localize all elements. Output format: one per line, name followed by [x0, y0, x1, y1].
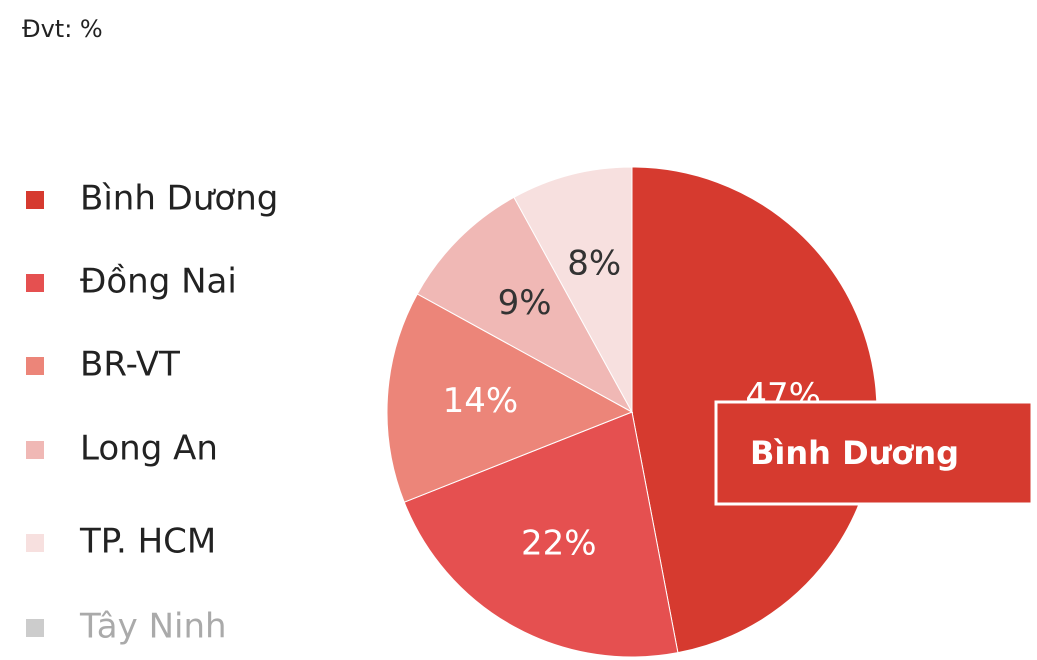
legend-label[interactable]: Bình Dương: [80, 179, 278, 219]
legend-label[interactable]: TP. HCM: [79, 522, 216, 562]
legend-swatch[interactable]: [26, 441, 44, 459]
legend-swatch[interactable]: [26, 274, 44, 292]
tooltip: Bình Dương: [714, 400, 1034, 506]
data-label: 8%: [567, 243, 621, 283]
pie-slice: [513, 166, 633, 413]
legend-swatch[interactable]: [26, 534, 44, 552]
data-label: 9%: [498, 283, 552, 323]
chart-title: Đvt: %: [22, 15, 103, 43]
legend-label[interactable]: Đồng Nai: [80, 262, 237, 302]
data-label: 22%: [521, 524, 597, 564]
pie-slice: [403, 411, 679, 658]
pie: 47%22%14%9%8%: [386, 166, 878, 658]
pie-slice: [386, 293, 634, 503]
pie-slice: [416, 196, 634, 414]
tooltip-text: Bình Dương: [750, 434, 959, 472]
tooltip-box: [714, 400, 1034, 506]
legend-swatch[interactable]: [26, 191, 44, 209]
data-label: 14%: [443, 381, 519, 421]
legend-label[interactable]: Long An: [80, 429, 218, 469]
legend-swatch[interactable]: [26, 619, 44, 637]
legend: Bình Dương Đồng Nai BR-VT Long An TP. HCM Tây…: [26, 179, 278, 647]
legend-label[interactable]: BR-VT: [80, 345, 180, 385]
legend-swatch[interactable]: [26, 357, 44, 375]
legend-label[interactable]: Tây Ninh: [79, 607, 227, 647]
